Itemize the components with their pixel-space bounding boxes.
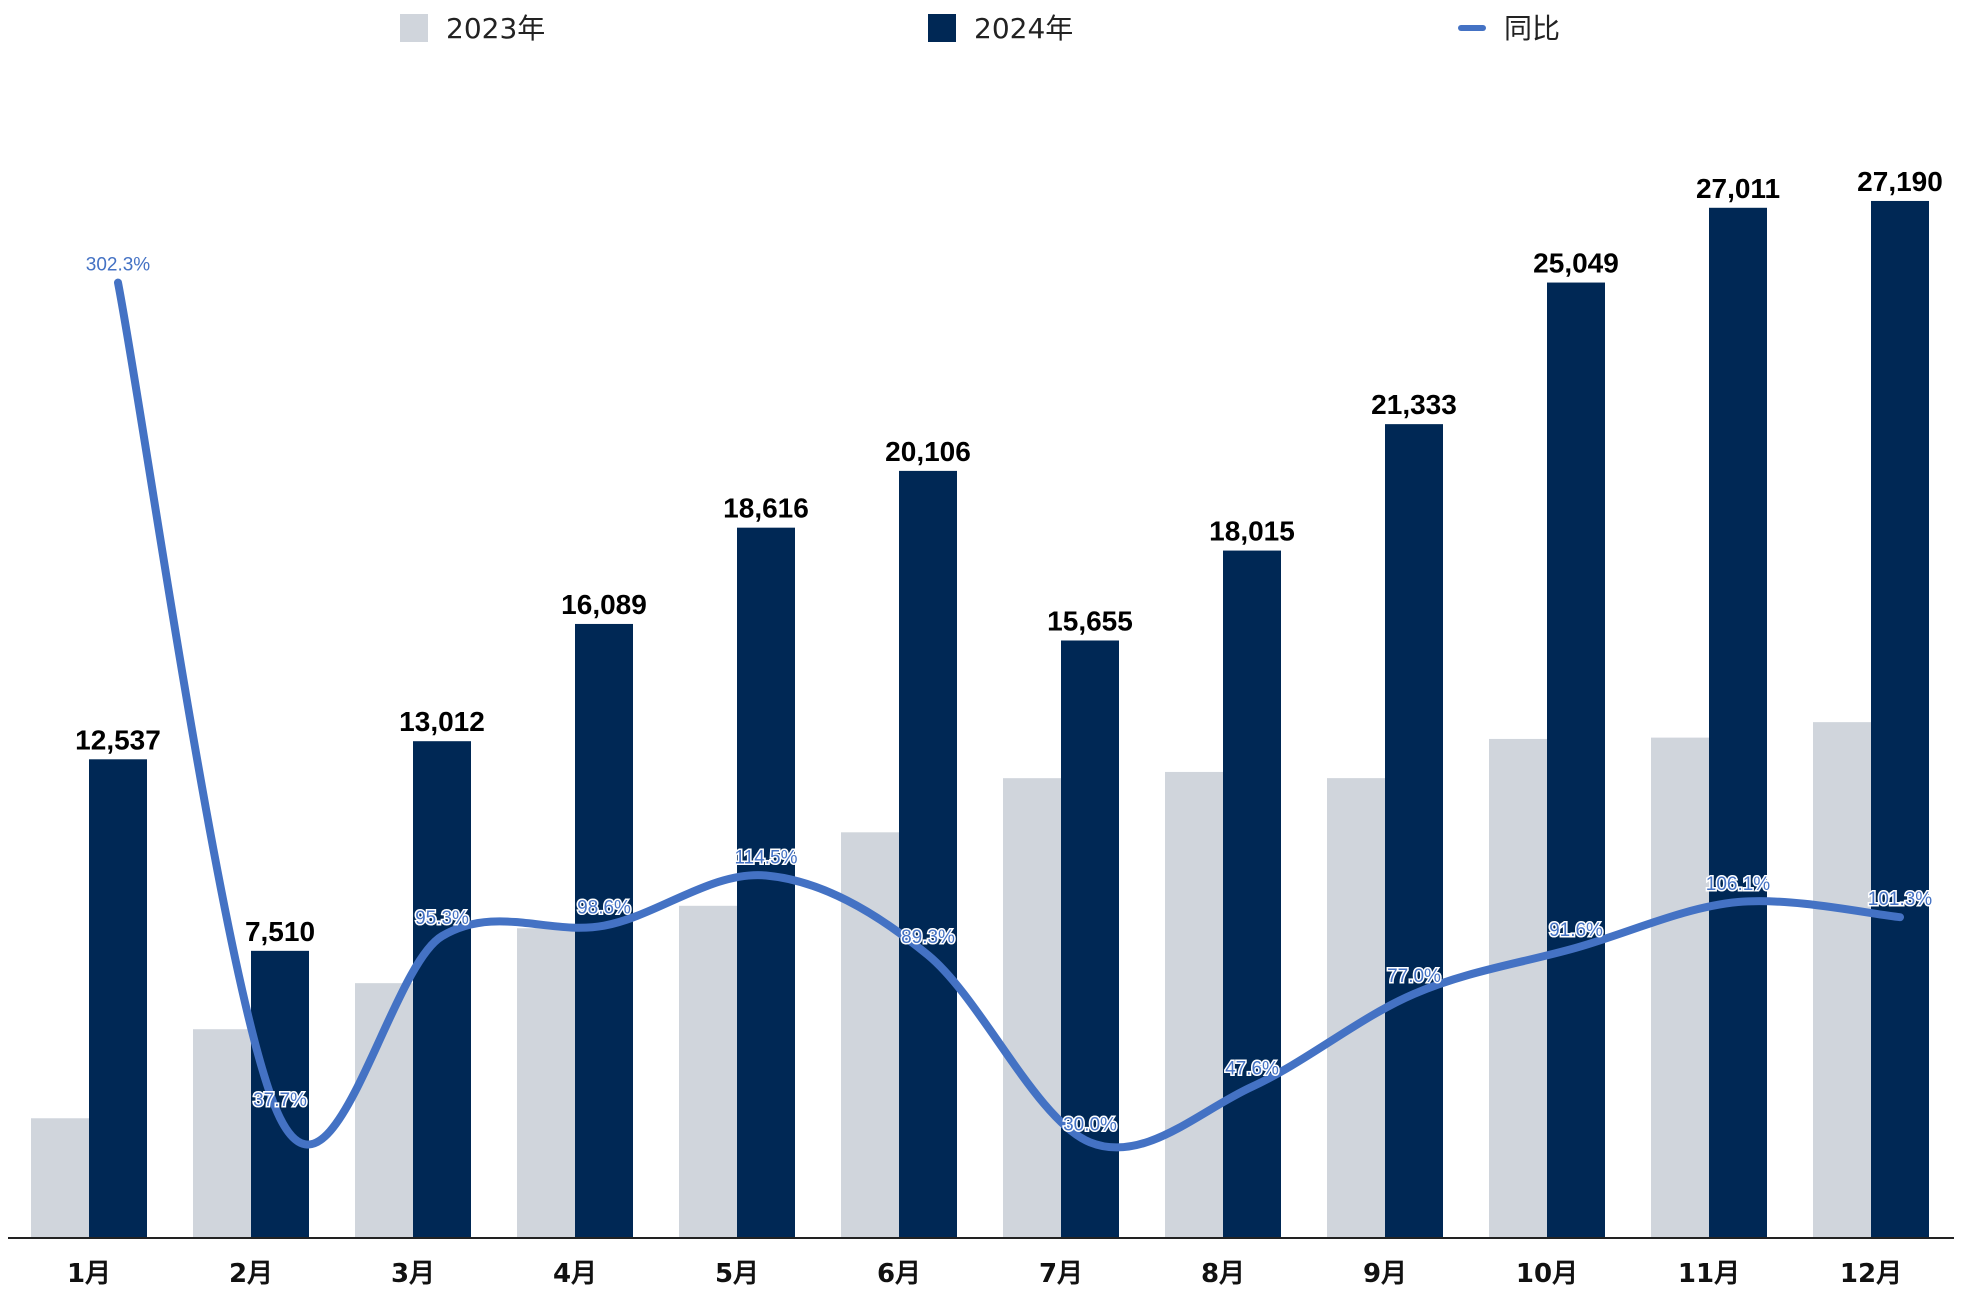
- bar-2024-12: [1871, 200, 1929, 1237]
- legend-swatch-2023: [400, 14, 428, 42]
- bar-2024-10: [1547, 282, 1605, 1237]
- bar-label-2024-11: 27,011: [1696, 173, 1780, 204]
- bar-2024-8: [1223, 550, 1281, 1237]
- x-label-2: 2月: [229, 1259, 273, 1289]
- x-label-10: 10月: [1516, 1259, 1578, 1289]
- x-label-7: 7月: [1039, 1259, 1083, 1289]
- yoy-label-6: 89.3%: [901, 927, 955, 948]
- bar-labels: 12,537 7,510 13,012 16,089 18,616 20,106 15,65…: [75, 166, 1943, 947]
- legend-label-2024: 2024年: [974, 12, 1073, 45]
- yoy-label-5: 114.5%: [734, 848, 797, 869]
- x-label-12: 12月: [1840, 1259, 1902, 1289]
- x-label-11: 11月: [1678, 1259, 1740, 1289]
- legend-label-yoy: 同比: [1504, 12, 1560, 45]
- yoy-label-2: 37.7%: [253, 1090, 307, 1111]
- yoy-labels: 302.3% 37.7% 95.3% 98.6% 114.5% 89.3% 30.0% 47.…: [84, 253, 1934, 1137]
- bar-2023-1: [31, 1118, 89, 1237]
- bar-label-2024-7: 15,655: [1047, 605, 1133, 636]
- yoy-label-7: 30.0%: [1063, 1114, 1117, 1135]
- yoy-label-8: 47.6%: [1225, 1059, 1279, 1080]
- bars-2023: [31, 722, 1871, 1237]
- bar-2023-6: [841, 832, 899, 1237]
- bar-2023-10: [1489, 738, 1547, 1237]
- bar-2023-4: [517, 928, 575, 1237]
- yoy-label-12: 101.3%: [1868, 889, 1933, 910]
- bar-2024-1: [89, 759, 147, 1237]
- bar-label-2024-9: 21,333: [1371, 389, 1457, 420]
- yoy-label-1: 302.3%: [86, 255, 151, 276]
- bar-2023-11: [1651, 737, 1709, 1237]
- legend-swatch-2024: [928, 14, 956, 42]
- bar-2024-9: [1385, 424, 1443, 1237]
- yoy-label-9: 77.0%: [1387, 966, 1441, 987]
- legend-label-2023: 2023年: [446, 12, 545, 45]
- bar-label-2024-1: 12,537: [75, 724, 161, 755]
- x-label-9: 9月: [1363, 1259, 1407, 1289]
- bar-label-2024-5: 18,616: [723, 493, 809, 524]
- bar-label-2024-6: 20,106: [885, 436, 971, 467]
- x-label-8: 8月: [1201, 1259, 1245, 1289]
- bar-2024-2: [251, 950, 309, 1237]
- legend: 2023年 2024年 同比: [400, 12, 1560, 45]
- bar-label-2024-3: 13,012: [399, 706, 485, 737]
- x-axis-labels: 1月 2月 3月 4月 5月 6月 7月 8月 9月 10月 11月 12月: [67, 1259, 1902, 1289]
- x-label-3: 3月: [391, 1259, 435, 1289]
- bar-label-2024-8: 18,015: [1209, 516, 1295, 547]
- bar-2023-12: [1813, 722, 1871, 1237]
- bar-2023-7: [1003, 778, 1061, 1237]
- x-label-5: 5月: [715, 1259, 759, 1289]
- bar-label-2024-12: 27,190: [1857, 166, 1943, 197]
- bar-label-2024-10: 25,049: [1533, 248, 1619, 279]
- bar-2024-11: [1709, 207, 1767, 1238]
- bar-label-2024-4: 16,089: [561, 589, 647, 620]
- bar-2023-2: [193, 1029, 251, 1237]
- bar-2023-9: [1327, 778, 1385, 1237]
- yoy-line: [114, 278, 1904, 1152]
- bar-2024-7: [1061, 640, 1119, 1237]
- yoy-label-11: 106.1%: [1706, 874, 1771, 895]
- x-label-4: 4月: [553, 1259, 597, 1289]
- yoy-label-4: 98.6%: [577, 898, 631, 919]
- yoy-label-10: 91.6%: [1549, 920, 1603, 941]
- bar-label-2024-2: 7,510: [245, 916, 315, 947]
- bar-2023-8: [1165, 771, 1223, 1237]
- legend-swatch-yoy: [1458, 25, 1486, 31]
- yoy-label-3: 95.3%: [415, 908, 469, 929]
- x-label-6: 6月: [877, 1259, 921, 1289]
- bar-2024-6: [899, 470, 957, 1237]
- x-label-1: 1月: [67, 1259, 111, 1289]
- bar-2023-5: [679, 905, 737, 1237]
- bar-2024-3: [413, 741, 471, 1237]
